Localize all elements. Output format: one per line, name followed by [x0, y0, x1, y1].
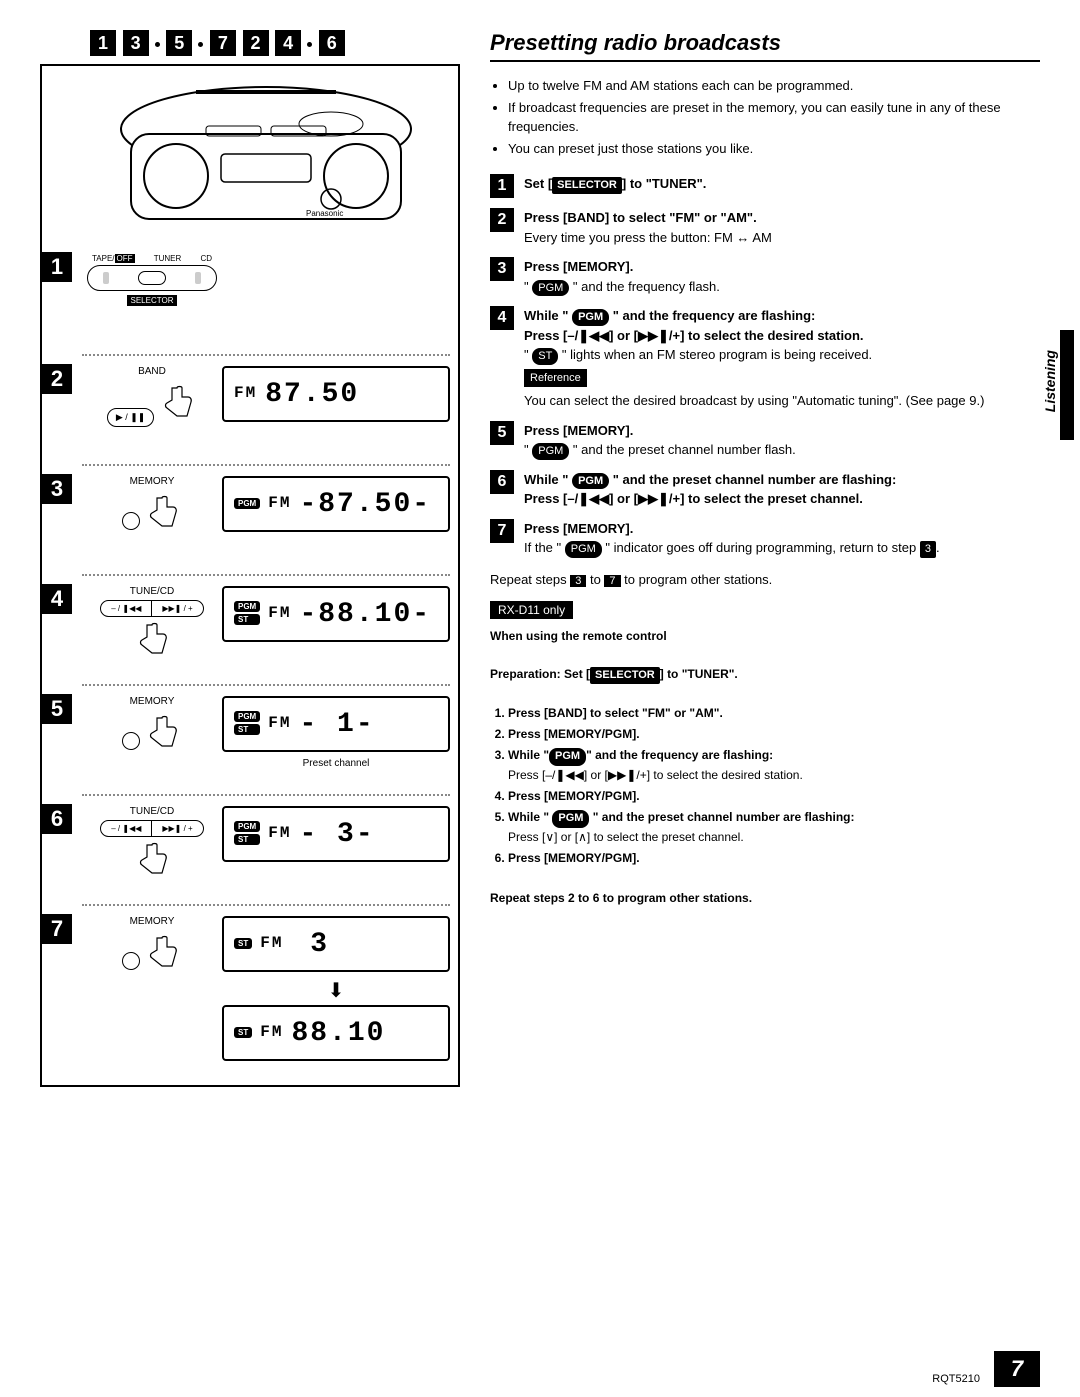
- remote-step: Press [MEMORY/PGM].: [508, 787, 1040, 806]
- hand-icon: [142, 490, 182, 530]
- preset-caption: Preset channel: [222, 758, 450, 769]
- hand-icon: [142, 930, 182, 970]
- side-label: Listening: [1042, 350, 1058, 412]
- memory-button: [122, 512, 140, 530]
- instruction-step: 2 Press [BAND] to select "FM" or "AM".Ev…: [490, 208, 1040, 247]
- bullet-item: Up to twelve FM and AM stations each can…: [508, 76, 1040, 96]
- step-sequence: 1 3 5 7 2 4 6: [90, 30, 460, 56]
- right-column: Presetting radio broadcasts Up to twelve…: [490, 30, 1040, 1377]
- brand-label: Panasonic: [306, 209, 343, 218]
- hand-icon: [132, 617, 172, 657]
- hand-icon: [132, 837, 172, 877]
- instruction-step: 6 While " PGM " and the preset channel n…: [490, 470, 1040, 509]
- selector-switch: TAPE/OFF TUNER CD SELECTOR: [82, 254, 222, 306]
- seq-num: 5: [166, 30, 192, 56]
- instruction-step: 4 While " PGM " and the frequency are fl…: [490, 306, 1040, 411]
- remote-block: When using the remote control Preparatio…: [490, 627, 1040, 909]
- bullet-item: If broadcast frequencies are preset in t…: [508, 98, 1040, 137]
- page-number: 7: [994, 1351, 1040, 1387]
- lcd-display: PGMST FM- 1-: [222, 696, 450, 752]
- step-number: 6: [42, 804, 72, 834]
- lcd-display: PGMST FM- 3-: [222, 806, 450, 862]
- left-step-4: 4 TUNE/CD – / ❚◀◀▶▶❚ / + PGMST FM-88.10-: [82, 574, 450, 684]
- left-step-1: 1 TAPE/OFF TUNER CD SELECTOR: [82, 244, 450, 354]
- seq-num: 1: [90, 30, 116, 56]
- left-step-3: 3 MEMORY PGM FM-87.50-: [82, 464, 450, 574]
- lcd-display: ST FM 3: [222, 916, 450, 972]
- doc-code: RQT5210: [932, 1373, 980, 1385]
- seq-num: 7: [210, 30, 236, 56]
- left-step-7: 7 MEMORY ST FM 3 ⬇ ST: [82, 904, 450, 1077]
- lcd-display: PGMST FM-88.10-: [222, 586, 450, 642]
- manual-page: 1 3 5 7 2 4 6 Panasonic: [0, 0, 1080, 1397]
- left-step-5: 5 MEMORY PGMST FM- 1- Preset channel: [82, 684, 450, 794]
- remote-step: Press [MEMORY/PGM].: [508, 725, 1040, 744]
- step-number: 7: [42, 914, 72, 944]
- play-pause-button: ▶ / ❚❚: [107, 408, 155, 427]
- memory-button: [122, 952, 140, 970]
- step-number: 1: [42, 252, 72, 282]
- arrow-down-icon: ⬇: [222, 978, 450, 1003]
- step-number: 2: [42, 364, 72, 394]
- seq-num: 6: [319, 30, 345, 56]
- seq-num: 3: [123, 30, 149, 56]
- seq-num: 4: [275, 30, 301, 56]
- seq-num: 2: [243, 30, 269, 56]
- hand-icon: [157, 380, 197, 420]
- reference-chip: Reference: [524, 369, 587, 388]
- boombox-illustration: Panasonic: [106, 74, 426, 234]
- step-number: 5: [42, 694, 72, 724]
- step-number: 3: [42, 474, 72, 504]
- model-chip: RX-D11 only: [490, 601, 573, 619]
- remote-step: Press [BAND] to select "FM" or "AM".: [508, 704, 1040, 723]
- diagram-frame: Panasonic 1 TAPE/OFF TUNER CD: [40, 64, 460, 1087]
- left-column: 1 3 5 7 2 4 6 Panasonic: [40, 30, 460, 1377]
- left-step-6: 6 TUNE/CD – / ❚◀◀▶▶❚ / + PGMST FM- 3-: [82, 794, 450, 904]
- selector-caption: SELECTOR: [127, 295, 178, 306]
- remote-step: While " PGM " and the preset channel num…: [508, 808, 1040, 847]
- memory-button: [122, 732, 140, 750]
- instruction-step: 5 Press [MEMORY]." PGM " and the preset …: [490, 421, 1040, 460]
- instruction-step: 3 Press [MEMORY]." PGM " and the frequen…: [490, 257, 1040, 296]
- hand-icon: [142, 710, 182, 750]
- tune-buttons: – / ❚◀◀▶▶❚ / +: [100, 820, 203, 837]
- left-step-2: 2 BAND ▶ / ❚❚ FM87.50: [82, 354, 450, 464]
- step-number: 4: [42, 584, 72, 614]
- remote-heading: When using the remote control: [490, 629, 667, 643]
- lcd-display: FM87.50: [222, 366, 450, 422]
- repeat-line: Repeat steps 3 to 7 to program other sta…: [490, 572, 1040, 587]
- side-tab: [1060, 330, 1074, 440]
- lcd-display: ST FM88.10: [222, 1005, 450, 1061]
- instruction-step: 7 Press [MEMORY].If the " PGM " indicato…: [490, 519, 1040, 558]
- bullet-item: You can preset just those stations you l…: [508, 139, 1040, 159]
- remote-repeat: Repeat steps 2 to 6 to program other sta…: [490, 891, 752, 905]
- remote-step: Press [MEMORY/PGM].: [508, 849, 1040, 868]
- tune-buttons: – / ❚◀◀▶▶❚ / +: [100, 600, 203, 617]
- remote-step: While "PGM" and the frequency are flashi…: [508, 746, 1040, 785]
- instruction-step: 1 Set [SELECTOR] to "TUNER".: [490, 174, 1040, 198]
- section-title: Presetting radio broadcasts: [490, 30, 1040, 62]
- lcd-display: PGM FM-87.50-: [222, 476, 450, 532]
- intro-bullets: Up to twelve FM and AM stations each can…: [508, 76, 1040, 158]
